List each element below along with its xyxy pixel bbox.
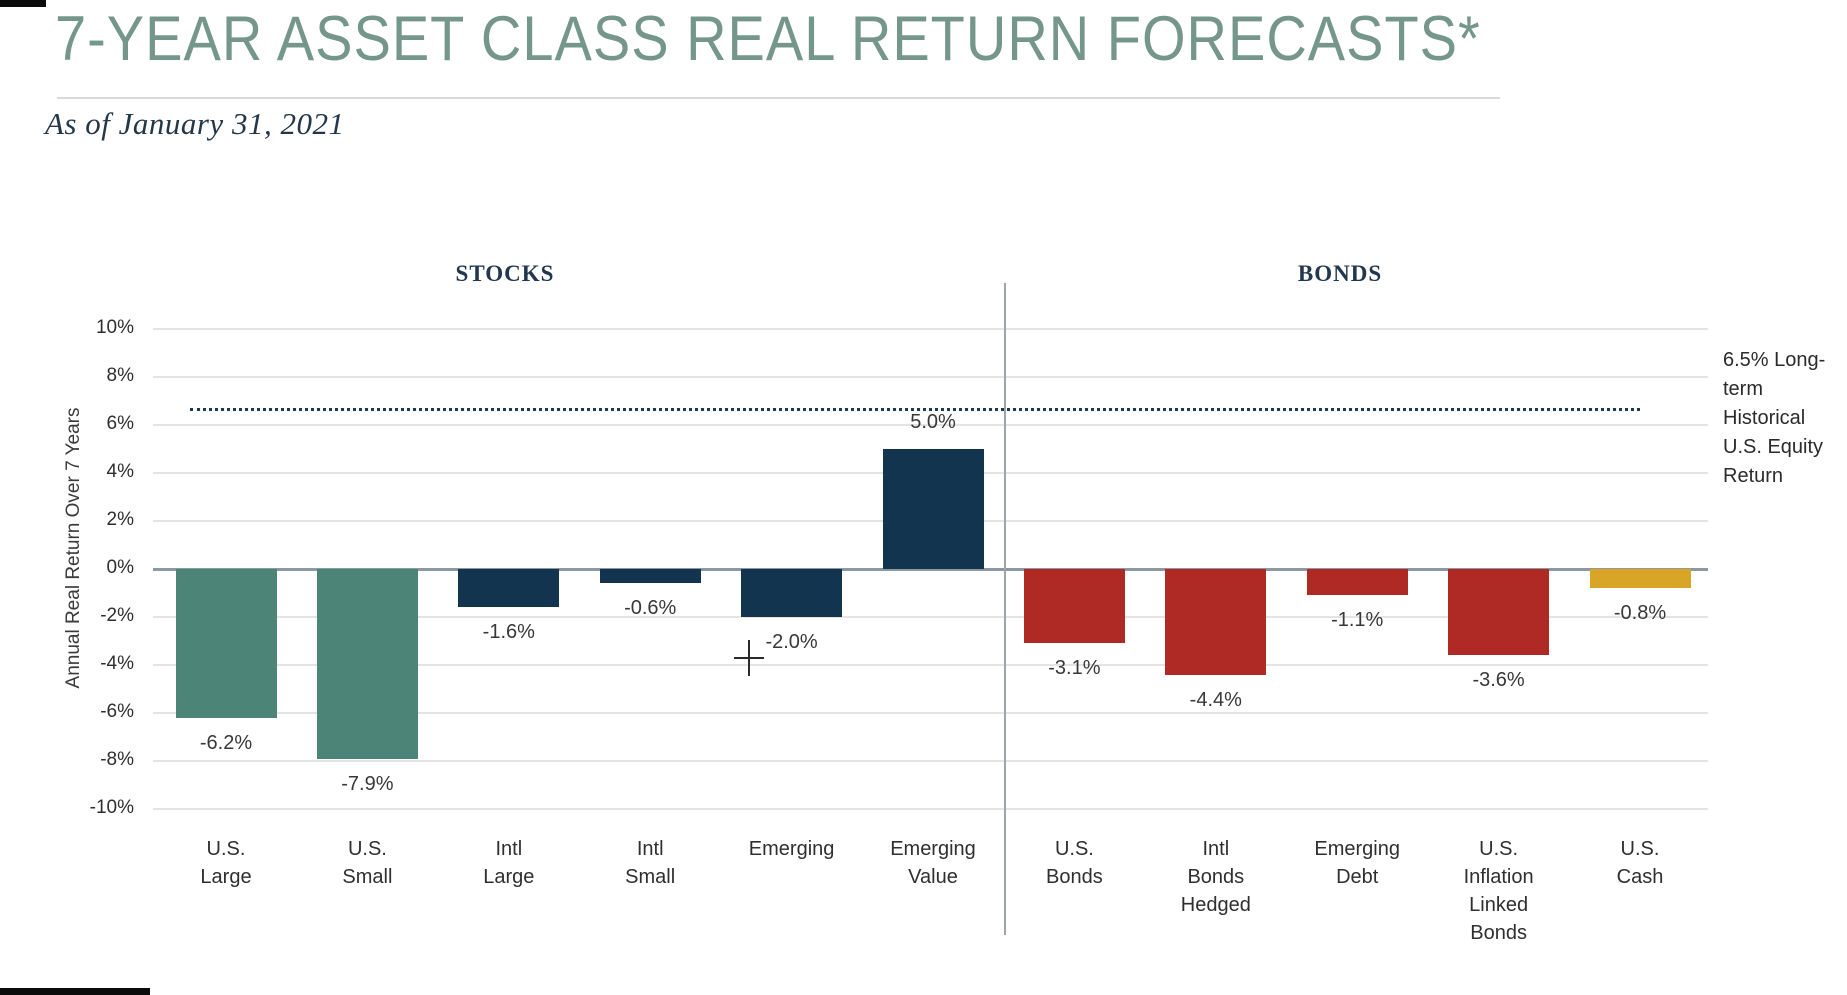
annotation-line: Return — [1723, 465, 1784, 487]
bar-value-label-emerging-debt: -1.1% — [1331, 609, 1384, 632]
bar-value-label-emerging: -2.0% — [765, 631, 818, 653]
category-label-line: Linked — [1469, 894, 1529, 916]
category-label-line: Emerging — [1314, 838, 1400, 860]
crosshair-v-line — [748, 640, 750, 676]
gridline — [153, 664, 1708, 666]
bar-value-label-emerging-value: 5.0% — [910, 411, 956, 433]
gridline — [153, 808, 1708, 810]
bar-u-s-large — [175, 569, 277, 718]
category-label-line: Hedged — [1180, 894, 1251, 916]
category-label-line: U.S. — [1620, 838, 1660, 860]
bar-value-label-intl-small: -0.6% — [624, 597, 677, 620]
annotation-line: Historical — [1723, 407, 1806, 429]
annotation-line: U.S. Equity — [1723, 436, 1824, 458]
crosshair-cursor — [734, 640, 764, 676]
bar-intl-small — [599, 569, 701, 584]
y-tick-label: 10% — [95, 317, 134, 338]
y-tick-label: 4% — [106, 461, 134, 482]
y-tick-label: 0% — [106, 557, 134, 578]
category-label-line: Value — [908, 866, 958, 888]
bar-emerging-debt — [1306, 569, 1408, 596]
bar-u-s-cash — [1589, 569, 1691, 589]
bar-u-s-bonds — [1023, 569, 1125, 644]
category-label-line: Small — [625, 866, 676, 888]
y-tick-label: -4% — [100, 653, 134, 674]
bar-intl-large — [458, 569, 560, 608]
category-label-intl-bonds-hedged: Intl Bonds Hedged — [1141, 835, 1291, 919]
category-label-line: Bonds — [1046, 866, 1103, 888]
category-label-u-s-inflation-linked-bonds: U.S. Inflation Linked Bonds — [1424, 835, 1574, 947]
bar-emerging — [741, 569, 843, 617]
category-label-emerging-debt: Emerging Debt — [1282, 835, 1432, 891]
video-artifact-bottom — [0, 988, 150, 995]
y-tick-label: -10% — [89, 797, 134, 818]
category-label-line: U.S. — [1479, 838, 1519, 860]
category-label-line: Bonds — [1470, 922, 1527, 944]
section-header-stocks: STOCKS — [455, 261, 555, 286]
category-label-line: Inflation — [1463, 866, 1534, 888]
bar-u-s-small — [316, 569, 418, 759]
y-tick-label: 6% — [106, 413, 134, 434]
category-label-line: Large — [483, 866, 535, 888]
y-tick-label: 8% — [106, 365, 134, 386]
reference-dotted-line — [190, 408, 1640, 411]
bar-value-label-u-s-inflation-linked-bonds: -3.6% — [1472, 669, 1525, 692]
category-label-line: Emerging — [890, 838, 976, 860]
category-label-line: Intl — [636, 838, 664, 860]
category-label-line: Debt — [1336, 866, 1379, 888]
annotation-line: 6.5% Long- — [1723, 349, 1826, 371]
y-tick-label: -2% — [100, 605, 134, 626]
title-divider — [57, 97, 1500, 99]
stocks-bonds-divider — [1004, 283, 1006, 935]
gridline — [153, 712, 1708, 714]
bar-value-label-u-s-small: -7.9% — [341, 772, 394, 795]
bar-intl-bonds-hedged — [1165, 569, 1267, 675]
category-label-line: Cash — [1616, 866, 1664, 888]
gridline — [153, 376, 1708, 378]
category-label-u-s-bonds: U.S. Bonds — [999, 835, 1149, 891]
category-label-intl-small: Intl Small — [575, 835, 725, 891]
category-label-line: Emerging — [748, 838, 835, 860]
bar-value-label-u-s-bonds: -3.1% — [1048, 657, 1101, 680]
y-axis-title: Annual Real Return Over 7 Years — [63, 407, 84, 689]
bar-value-label-intl-bonds-hedged: -4.4% — [1189, 688, 1242, 711]
date-subtitle: As of January 31, 2021 — [45, 106, 345, 141]
category-label-line: U.S. — [206, 838, 246, 860]
category-label-line: Bonds — [1187, 866, 1245, 888]
category-label-line: Intl — [1202, 838, 1230, 860]
video-artifact-top — [0, 0, 46, 7]
category-label-u-s-small: U.S. Small — [292, 835, 442, 891]
section-header-bonds: BONDS — [1297, 261, 1383, 286]
chart-title: 7-YEAR ASSET CLASS REAL RETURN FORECASTS… — [55, 3, 1481, 74]
category-label-line: U.S. — [1054, 838, 1094, 860]
bar-value-label-intl-large: -1.6% — [482, 621, 535, 644]
y-tick-label: -8% — [100, 749, 134, 770]
bar-value-label-u-s-cash: -0.8% — [1613, 602, 1667, 625]
bar-value-label-u-s-large: -6.2% — [199, 731, 253, 754]
annotation-line: term — [1723, 378, 1763, 400]
category-label-intl-large: Intl Large — [434, 835, 584, 891]
gridline — [153, 328, 1708, 330]
zero-line — [153, 568, 1708, 571]
category-label-line: U.S. — [347, 838, 387, 860]
gridline — [153, 424, 1708, 426]
category-label-u-s-cash: U.S. Cash — [1565, 835, 1715, 891]
y-tick-label: -6% — [100, 701, 134, 722]
gridline — [153, 760, 1708, 762]
category-label-line: Small — [342, 866, 393, 888]
category-label-emerging-value: Emerging Value — [858, 835, 1008, 891]
bar-emerging-value — [882, 449, 984, 569]
gridline — [153, 616, 1708, 618]
reference-line-annotation: 6.5% Long- term Historical U.S. Equity R… — [1723, 346, 1847, 491]
category-label-line: Large — [200, 866, 252, 888]
bar-u-s-inflation-linked-bonds — [1448, 569, 1550, 656]
category-label-line: Intl — [495, 838, 523, 860]
y-tick-label: 2% — [106, 509, 134, 530]
category-label-emerging: Emerging — [717, 835, 867, 863]
category-label-u-s-large: U.S. Large — [151, 835, 301, 891]
